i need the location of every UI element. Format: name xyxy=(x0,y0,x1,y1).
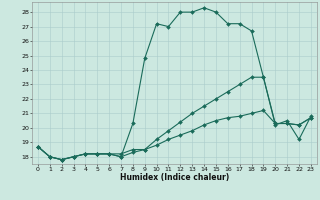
X-axis label: Humidex (Indice chaleur): Humidex (Indice chaleur) xyxy=(120,173,229,182)
